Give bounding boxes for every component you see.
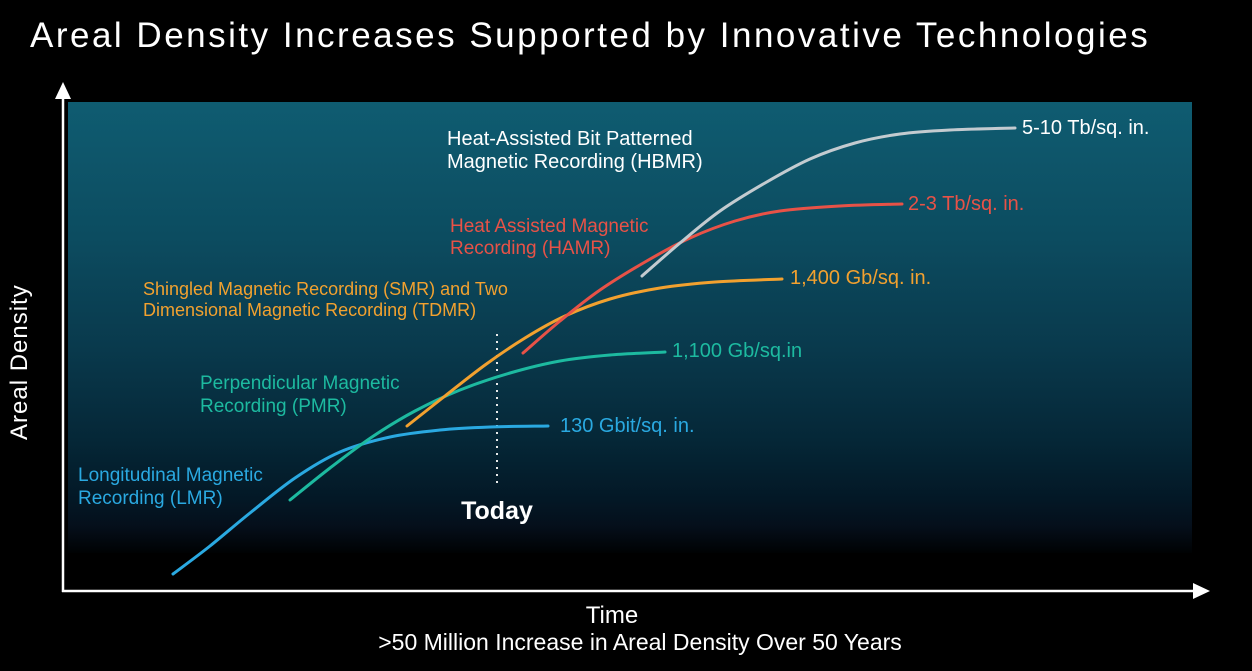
slide-title: Areal Density Increases Supported by Inn… [30, 16, 1151, 55]
today-label: Today [461, 497, 533, 525]
label-hamr: Heat Assisted Magnetic Recording (HAMR) [450, 216, 649, 259]
curve-lmr [171, 424, 550, 576]
label-smr-tdmr: Shingled Magnetic Recording (SMR) and Tw… [143, 279, 508, 320]
chart-caption: >50 Million Increase in Areal Density Ov… [378, 629, 902, 655]
value-label-hbmr: 5-10 Tb/sq. in. [1022, 117, 1150, 139]
value-label-lmr: 130 Gbit/sq. in. [560, 415, 695, 437]
value-label-hamr: 2-3 Tb/sq. in. [908, 193, 1025, 215]
label-lmr: Longitudinal Magnetic Recording (LMR) [78, 465, 263, 509]
curve-hbmr [640, 126, 1017, 278]
y-axis-label: Areal Density [6, 284, 33, 440]
curve-pmr [288, 350, 667, 502]
x-axis-label: Time [585, 602, 639, 629]
value-label-smr-tdmr: 1,400 Gb/sq. in. [790, 267, 932, 289]
y-axis-arrow-icon [55, 82, 71, 99]
label-hbmr: Heat-Assisted Bit Patterned Magnetic Rec… [447, 128, 703, 173]
label-pmr: Perpendicular Magnetic Recording (PMR) [200, 373, 400, 417]
plot-background [68, 102, 1192, 553]
curve-hamr [521, 202, 904, 355]
x-axis-arrow-icon [1193, 583, 1210, 599]
value-label-pmr: 1,100 Gb/sq.in [672, 340, 803, 362]
